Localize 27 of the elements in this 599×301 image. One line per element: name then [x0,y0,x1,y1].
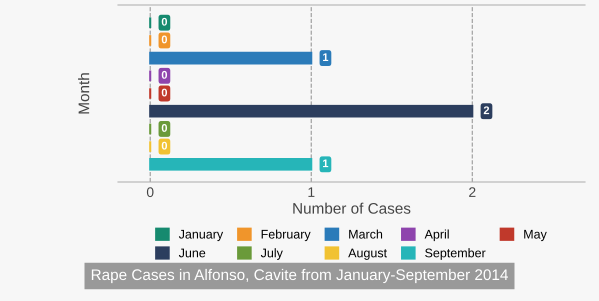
x-tick-label: 2 [469,187,476,197]
legend-label: March [349,229,382,239]
data-label: 0 [162,36,168,44]
data-label: 1 [323,53,328,61]
legend-label: May [524,230,547,242]
legend-label: August [348,248,387,260]
bar [149,52,312,64]
data-label: 0 [162,88,168,96]
legend-label: July [260,248,283,260]
x-tick-label: 1 [308,187,314,197]
bar [149,104,474,118]
legend-label: January [178,230,224,242]
data-label: 0 [162,18,168,26]
x-axis-title: Number of Cases [293,202,410,214]
legend-label: April [424,229,449,242]
data-label: 1 [323,160,328,168]
data-label: 0 [162,142,168,150]
data-label: 0 [162,70,168,79]
data-label: 0 [162,124,168,132]
data-label: 2 [484,106,490,114]
legend-label: September [425,248,486,260]
legend-label: June [178,248,206,258]
y-axis-title: Month [78,73,90,114]
text: Rape Cases in Alfonso, Cavite from January-September 2014 [92,268,508,284]
x-tick-label: 0 [146,187,154,198]
legend-label: February [262,229,311,242]
bar [149,158,312,171]
